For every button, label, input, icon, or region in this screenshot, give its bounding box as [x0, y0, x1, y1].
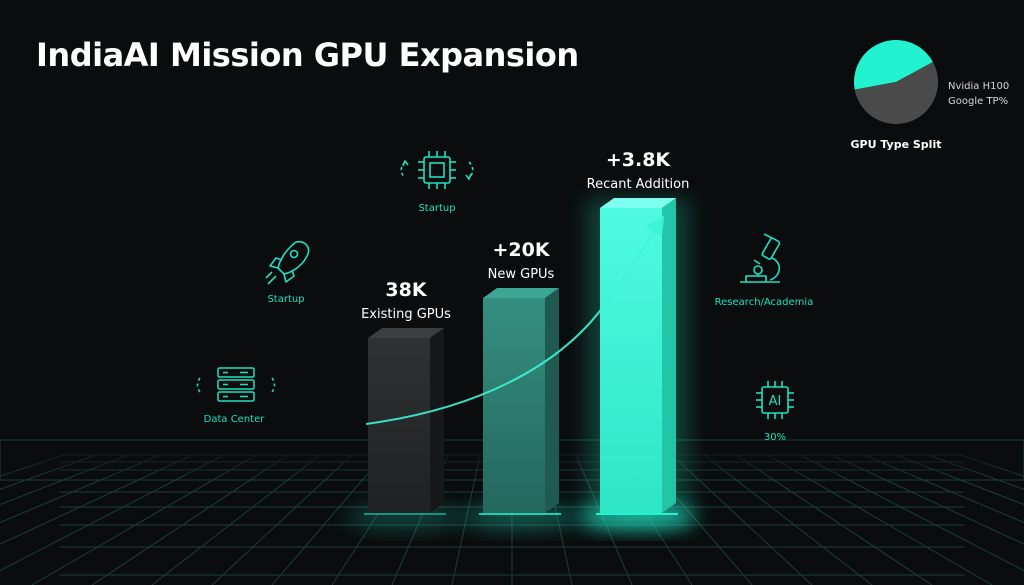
bar-category-label: Existing GPUs: [361, 307, 451, 322]
icon-label-rocket: Startup: [267, 294, 304, 305]
server-icon: [196, 367, 276, 402]
bar-labels: 38K Existing GPUs +20K New GPUs +3.8K Recant …: [361, 149, 689, 322]
bar-top: [483, 288, 559, 298]
bar-front: [368, 338, 430, 513]
page-title: IndiaAI Mission GPU Expansion: [36, 36, 579, 74]
bar-category-label: New GPUs: [488, 267, 555, 282]
bar-2: [479, 288, 561, 515]
pie-chart: [853, 39, 938, 124]
svg-text:AI: AI: [769, 394, 782, 409]
bar-front: [600, 208, 662, 513]
icon-label-ai-chip: 30%: [764, 432, 786, 443]
bar-value-label: +20K: [492, 239, 550, 261]
bar-side: [662, 198, 676, 513]
bar-3: [596, 198, 678, 515]
pie-legend-label-2: Google TP%: [948, 96, 1008, 107]
microscope-icon: [740, 233, 781, 283]
ai-chip-icon: AI: [756, 381, 794, 419]
bar-front: [483, 298, 545, 513]
bar-top: [600, 198, 676, 208]
pie-legend-label-1: Nvidia H100: [948, 81, 1009, 92]
bar-1: [364, 328, 446, 515]
bar-category-label: Recant Addition: [587, 177, 690, 192]
chip-icon: [400, 151, 474, 189]
bar-side: [545, 288, 559, 513]
bar-top: [368, 328, 444, 338]
trend-arrow: [365, 215, 665, 425]
icon-label-server: Data Center: [204, 414, 266, 425]
icon-label-microscope: Research/Academia: [715, 297, 814, 308]
bars: [364, 198, 678, 515]
bar-value-label: 38K: [385, 279, 427, 301]
pie-slice: [854, 61, 938, 124]
bar-side: [430, 328, 444, 513]
rocket-icon: [265, 240, 310, 285]
icon-label-chip: Startup: [418, 203, 455, 214]
pie-slice: [853, 39, 933, 90]
bar-value-label: +3.8K: [606, 149, 672, 171]
pie-title: GPU Type Split: [851, 138, 942, 151]
